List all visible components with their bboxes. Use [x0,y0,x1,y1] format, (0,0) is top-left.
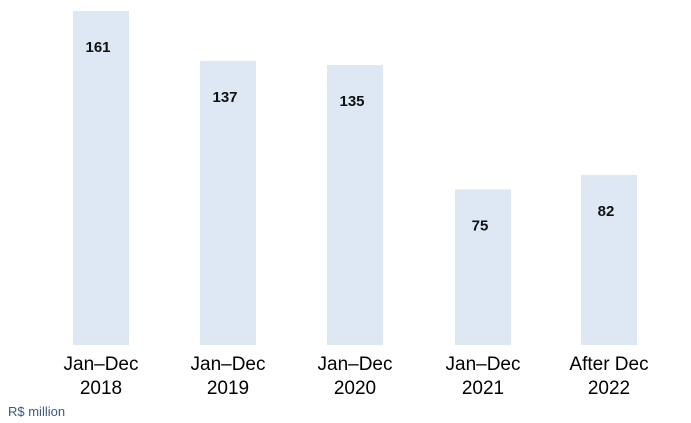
unit-label: R$ million [8,404,66,419]
category-label-3-line-0: Jan–Dec [446,354,521,375]
bar-1 [200,60,256,345]
category-label-4-line-0: After Dec [569,354,648,375]
value-label-2: 135 [339,93,364,110]
category-label-0-line-0: Jan–Dec [64,354,139,375]
category-label-0-line-1: 2018 [80,378,122,399]
category-label-2-line-0: Jan–Dec [318,354,393,375]
category-label-4: After Dec 2022 [569,354,648,399]
value-label-3: 75 [472,217,489,234]
category-label-3: Jan–Dec 2021 [446,354,521,399]
category-label-1: Jan–Dec 2019 [191,354,266,399]
bar-2 [327,64,383,345]
category-label-3-line-1: 2021 [462,378,504,399]
value-labels-group: 161 137 135 75 82 [85,39,614,234]
category-label-2-line-1: 2020 [334,378,376,399]
category-label-0: Jan–Dec 2018 [64,354,139,399]
value-label-0: 161 [85,39,110,56]
bars-group [73,11,637,345]
bar-4 [581,174,637,345]
value-label-1: 137 [212,89,237,106]
value-label-4: 82 [598,203,615,220]
category-label-4-line-1: 2022 [588,378,630,399]
category-label-2: Jan–Dec 2020 [318,354,393,399]
category-label-1-line-0: Jan–Dec [191,354,266,375]
bar-0 [73,11,129,345]
bar-3 [455,189,511,345]
category-label-1-line-1: 2019 [207,378,249,399]
